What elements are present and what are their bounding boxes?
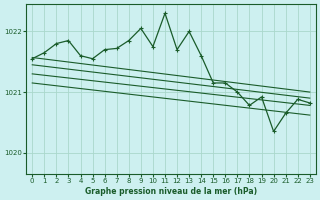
X-axis label: Graphe pression niveau de la mer (hPa): Graphe pression niveau de la mer (hPa): [85, 187, 257, 196]
